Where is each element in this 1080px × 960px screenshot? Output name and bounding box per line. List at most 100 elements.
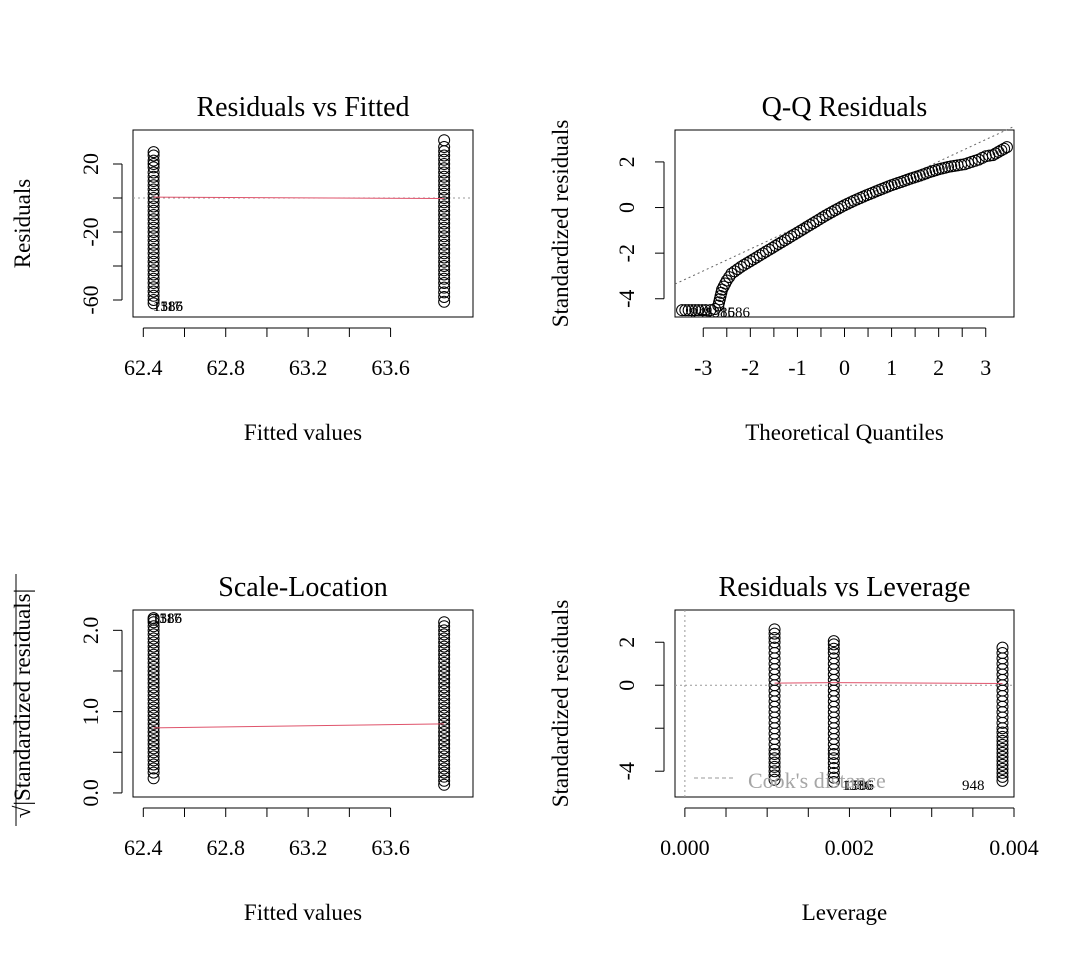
data-point (438, 632, 451, 645)
data-point (744, 255, 757, 268)
data-point (147, 251, 160, 264)
data-point (827, 652, 840, 665)
data-point (147, 154, 160, 167)
data-point (438, 226, 451, 238)
plot-frame (132, 129, 474, 318)
data-point (438, 286, 451, 299)
data-point (794, 224, 807, 237)
legend: Cook's distance (694, 768, 886, 793)
data-point (147, 226, 160, 238)
x-tick-label: 0.002 (825, 835, 875, 860)
data-point (768, 631, 781, 644)
data-point (147, 196, 160, 209)
data-point (147, 632, 160, 645)
data-point (772, 238, 785, 251)
data-point (147, 260, 160, 272)
data-point (810, 215, 823, 228)
data-point (147, 264, 160, 277)
data-point (438, 677, 451, 690)
data-point (996, 652, 1009, 665)
data-point (438, 652, 451, 665)
data-point (768, 627, 781, 640)
data-point (147, 200, 160, 213)
data-point (676, 304, 689, 317)
data-point (750, 251, 763, 264)
data-point (147, 175, 160, 187)
data-point (438, 238, 451, 251)
data-point (147, 255, 160, 268)
data-point (147, 183, 160, 196)
data-point (827, 761, 840, 774)
data-point (998, 142, 1011, 155)
plot-panel-3: Scale-Location Fitted values √|Standardize… (10, 572, 474, 925)
point-label: 1386 (705, 305, 736, 321)
data-point (768, 641, 781, 654)
data-point (438, 689, 451, 702)
x-tick-label: -2 (741, 355, 759, 380)
data-point (996, 738, 1009, 751)
data-point (147, 217, 160, 230)
data-point (768, 769, 781, 782)
y-tick-label: -4 (614, 762, 639, 780)
y-tick-label: 2 (614, 156, 639, 167)
data-point (147, 640, 160, 653)
data-point (147, 766, 160, 779)
plot-title: Residuals vs Leverage (719, 572, 971, 603)
data-point (768, 636, 781, 649)
data-point (756, 247, 769, 260)
x-axis-label: Fitted values (244, 900, 362, 925)
data-point (768, 760, 781, 773)
plot-panel-4: Residuals vs Leverage Leverage Standardize… (548, 572, 1039, 925)
data-point (147, 750, 160, 763)
data-point (728, 265, 741, 278)
data-point (775, 236, 788, 249)
data-point (741, 257, 754, 270)
data-point (147, 158, 160, 170)
data-point (438, 705, 451, 718)
data-point (768, 748, 781, 761)
data-point (147, 664, 160, 677)
y-axis-label: √|Standardized residuals| (10, 589, 35, 818)
plot-title: Residuals vs Fitted (196, 92, 409, 123)
data-point (438, 770, 451, 783)
data-point (782, 232, 794, 245)
data-point (438, 243, 451, 255)
x-tick-label: 62.8 (206, 355, 245, 380)
data-point (717, 280, 730, 293)
data-point (996, 730, 1009, 743)
data-point (147, 166, 160, 179)
data-point (438, 616, 451, 629)
data-point (778, 234, 791, 247)
data-point (996, 750, 1009, 763)
point-label: 1386 (153, 299, 184, 315)
data-point (147, 772, 160, 785)
data-point (147, 281, 160, 294)
data-point (725, 267, 738, 280)
data-point (832, 202, 845, 215)
data-point (747, 253, 760, 266)
data-point (438, 230, 451, 243)
data-point (822, 207, 835, 220)
data-point (438, 644, 451, 657)
data-point (699, 304, 712, 317)
data-point (807, 217, 820, 230)
y-tick-label: -2 (614, 244, 639, 262)
data-point (147, 243, 160, 255)
y-axis: -60 -20 20 (78, 153, 123, 315)
data-point (147, 713, 160, 726)
plot-frame (674, 609, 1015, 798)
data-point (147, 187, 160, 200)
data-point (438, 734, 451, 747)
data-point (438, 209, 451, 221)
data-point (438, 660, 451, 673)
data-point (438, 141, 451, 153)
y-axis: -4 -2 0 2 (614, 156, 665, 308)
data-point (438, 721, 451, 734)
y-tick-label: -60 (78, 285, 103, 314)
data-point (438, 255, 451, 268)
x-axis: 62.4 62.8 63.2 63.6 (124, 807, 410, 860)
data-point (438, 778, 451, 791)
data-point (147, 209, 160, 221)
data-point (438, 295, 451, 308)
